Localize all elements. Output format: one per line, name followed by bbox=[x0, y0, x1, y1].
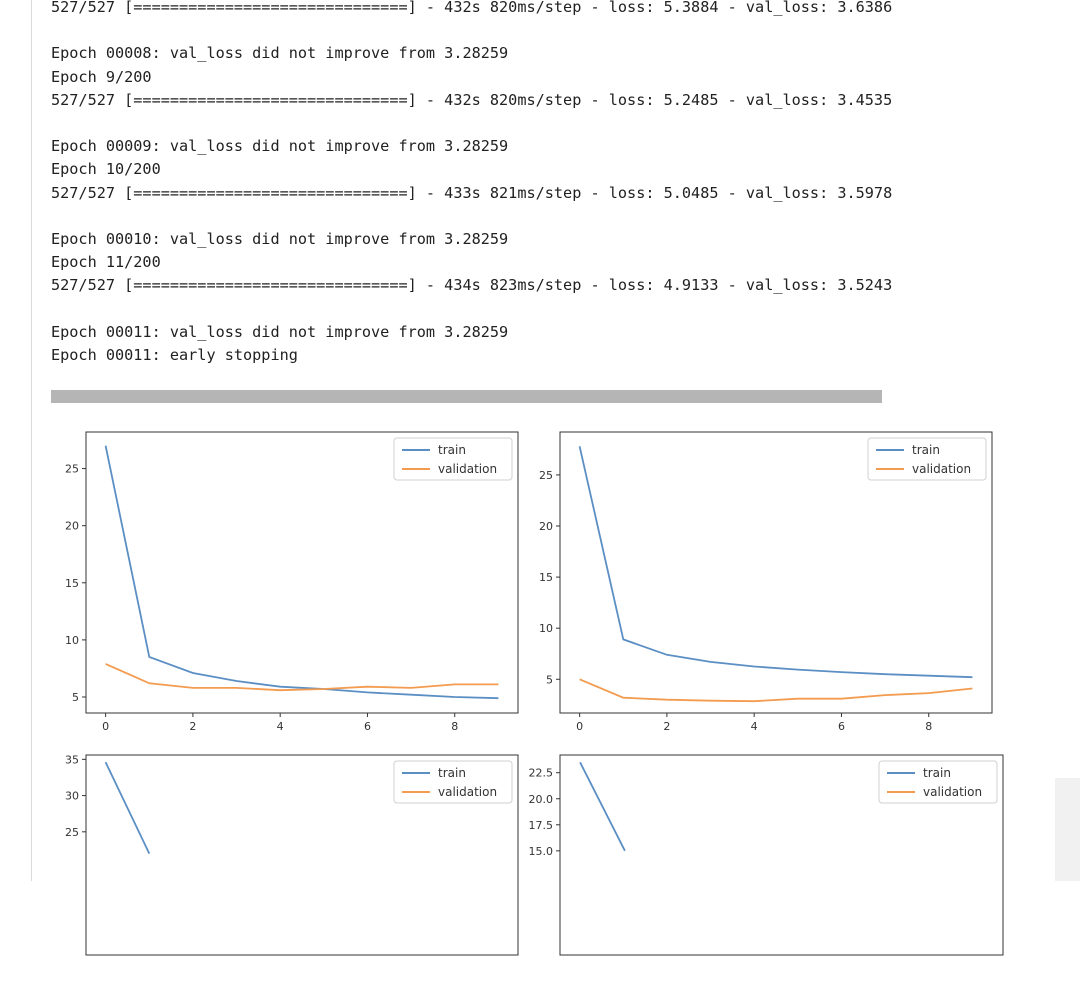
y-tick-label: 17.5 bbox=[529, 819, 554, 832]
x-tick-label: 8 bbox=[451, 720, 458, 733]
x-tick-label: 0 bbox=[102, 720, 109, 733]
y-tick-label: 10 bbox=[65, 634, 79, 647]
y-tick-label: 20 bbox=[65, 520, 79, 533]
log-line: Epoch 11/200 bbox=[51, 253, 161, 272]
side-panel-edge bbox=[1055, 778, 1080, 881]
x-tick-label: 4 bbox=[751, 720, 758, 733]
log-blank-line bbox=[51, 19, 892, 42]
x-tick-label: 6 bbox=[364, 720, 371, 733]
legend-label-validation: validation bbox=[438, 785, 497, 799]
plot-svg: 25 30 35 train validation bbox=[65, 753, 519, 956]
x-tick-label: 0 bbox=[576, 720, 583, 733]
legend-label-train: train bbox=[912, 443, 940, 457]
log-line: Epoch 00009: val_loss did not improve fr… bbox=[51, 137, 509, 156]
log-line: Epoch 00010: val_loss did not improve fr… bbox=[51, 229, 509, 248]
y-tick-label: 30 bbox=[65, 790, 79, 803]
y-tick-label: 25 bbox=[65, 826, 79, 839]
log-line: Epoch 10/200 bbox=[51, 160, 161, 179]
log-line: 527/527 [==============================]… bbox=[51, 90, 893, 109]
y-tick-label: 15.0 bbox=[529, 845, 554, 858]
log-blank-line bbox=[51, 205, 892, 228]
loss-plot-2: 5 10 15 20 25 0 2 4 6 8 train validation bbox=[520, 427, 997, 748]
x-tick-label: 8 bbox=[925, 720, 932, 733]
plot-svg: 5 10 15 20 25 0 2 4 6 8 train validation bbox=[539, 431, 993, 733]
series-group bbox=[104, 761, 151, 854]
x-tick-label: 2 bbox=[189, 720, 196, 733]
log-line: Epoch 00011: val_loss did not improve fr… bbox=[51, 322, 509, 341]
series-group bbox=[578, 446, 973, 703]
legend-label-validation: validation bbox=[438, 462, 497, 476]
legend-label-validation: validation bbox=[912, 462, 971, 476]
series-group bbox=[104, 445, 499, 700]
training-output-log: 527/527 [==============================]… bbox=[51, 0, 892, 367]
legend-label-validation: validation bbox=[923, 785, 982, 799]
log-line: 527/527 [==============================]… bbox=[51, 276, 893, 295]
y-tick-label: 10 bbox=[539, 622, 553, 635]
y-tick-label: 15 bbox=[65, 577, 79, 590]
loss-plot-1: 5 10 15 20 25 0 2 4 6 8 train validation bbox=[46, 427, 523, 748]
y-tick-label: 20 bbox=[539, 520, 553, 533]
horizontal-scrollbar[interactable] bbox=[51, 390, 882, 403]
loss-plot-4: 15.0 17.5 20.0 22.5 train validation bbox=[520, 750, 1008, 990]
log-blank-line bbox=[51, 297, 892, 320]
log-line: 527/527 [==============================]… bbox=[51, 0, 893, 16]
series-line-train bbox=[579, 761, 626, 852]
x-tick-label: 6 bbox=[838, 720, 845, 733]
x-tick-label: 4 bbox=[277, 720, 284, 733]
plot-svg: 5 10 15 20 25 0 2 4 6 8 train validation bbox=[65, 431, 519, 733]
log-line: Epoch 00011: early stopping bbox=[51, 345, 298, 364]
plot-svg: 15.0 17.5 20.0 22.5 train validation bbox=[529, 754, 1004, 956]
legend-label-train: train bbox=[923, 766, 951, 780]
y-tick-label: 35 bbox=[65, 753, 79, 766]
legend-label-train: train bbox=[438, 766, 466, 780]
series-line-train bbox=[578, 446, 973, 679]
y-tick-label: 15 bbox=[539, 571, 553, 584]
legend-label-train: train bbox=[438, 443, 466, 457]
series-line-train bbox=[104, 445, 499, 700]
log-line: 527/527 [==============================]… bbox=[51, 183, 893, 202]
y-tick-label: 5 bbox=[546, 673, 553, 686]
cell-gutter-line bbox=[31, 0, 32, 881]
loss-plot-3: 25 30 35 train validation bbox=[46, 750, 523, 990]
series-line-train bbox=[104, 761, 151, 854]
y-tick-label: 5 bbox=[72, 691, 79, 704]
y-tick-label: 25 bbox=[539, 469, 553, 482]
y-tick-label: 20.0 bbox=[529, 793, 554, 806]
series-line-validation bbox=[105, 663, 499, 692]
x-tick-label: 2 bbox=[663, 720, 670, 733]
series-line-validation bbox=[579, 678, 973, 703]
log-line: Epoch 9/200 bbox=[51, 67, 152, 86]
log-line: Epoch 00008: val_loss did not improve fr… bbox=[51, 44, 509, 63]
log-blank-line bbox=[51, 112, 892, 135]
series-group bbox=[579, 761, 626, 852]
y-tick-label: 25 bbox=[65, 463, 79, 476]
y-tick-label: 22.5 bbox=[529, 767, 554, 780]
